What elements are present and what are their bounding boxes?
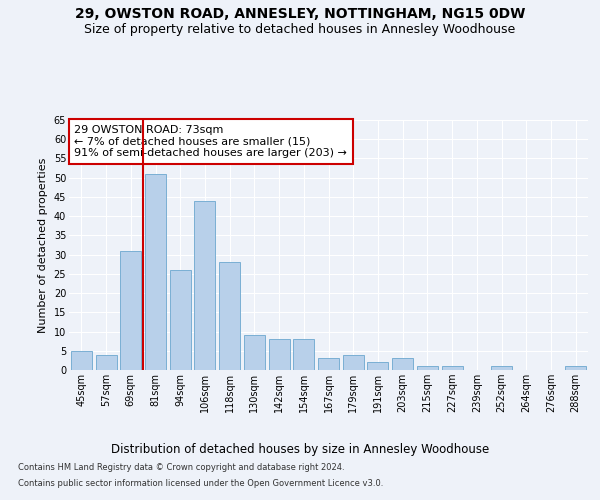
Bar (343, 354, 364, 370)
Bar (170, 270, 191, 370)
Text: 29, OWSTON ROAD, ANNESLEY, NOTTINGHAM, NG15 0DW: 29, OWSTON ROAD, ANNESLEY, NOTTINGHAM, N… (75, 8, 525, 22)
Bar (244, 336, 265, 370)
Text: Contains HM Land Registry data © Crown copyright and database right 2024.: Contains HM Land Registry data © Crown c… (18, 464, 344, 472)
Text: Contains public sector information licensed under the Open Government Licence v3: Contains public sector information licen… (18, 478, 383, 488)
Bar (71, 351, 92, 370)
Bar (269, 339, 290, 370)
Text: Distribution of detached houses by size in Annesley Woodhouse: Distribution of detached houses by size … (111, 442, 489, 456)
Bar (318, 358, 339, 370)
Bar (491, 366, 512, 370)
Bar (417, 366, 438, 370)
Text: 29 OWSTON ROAD: 73sqm
← 7% of detached houses are smaller (15)
91% of semi-detac: 29 OWSTON ROAD: 73sqm ← 7% of detached h… (74, 125, 347, 158)
Bar (392, 358, 413, 370)
Text: Size of property relative to detached houses in Annesley Woodhouse: Size of property relative to detached ho… (85, 22, 515, 36)
Bar (120, 251, 141, 370)
Y-axis label: Number of detached properties: Number of detached properties (38, 158, 48, 332)
Bar (95, 354, 116, 370)
Bar (442, 366, 463, 370)
Bar (194, 201, 215, 370)
Bar (565, 366, 586, 370)
Bar (145, 174, 166, 370)
Bar (219, 262, 240, 370)
Bar (367, 362, 388, 370)
Bar (293, 339, 314, 370)
